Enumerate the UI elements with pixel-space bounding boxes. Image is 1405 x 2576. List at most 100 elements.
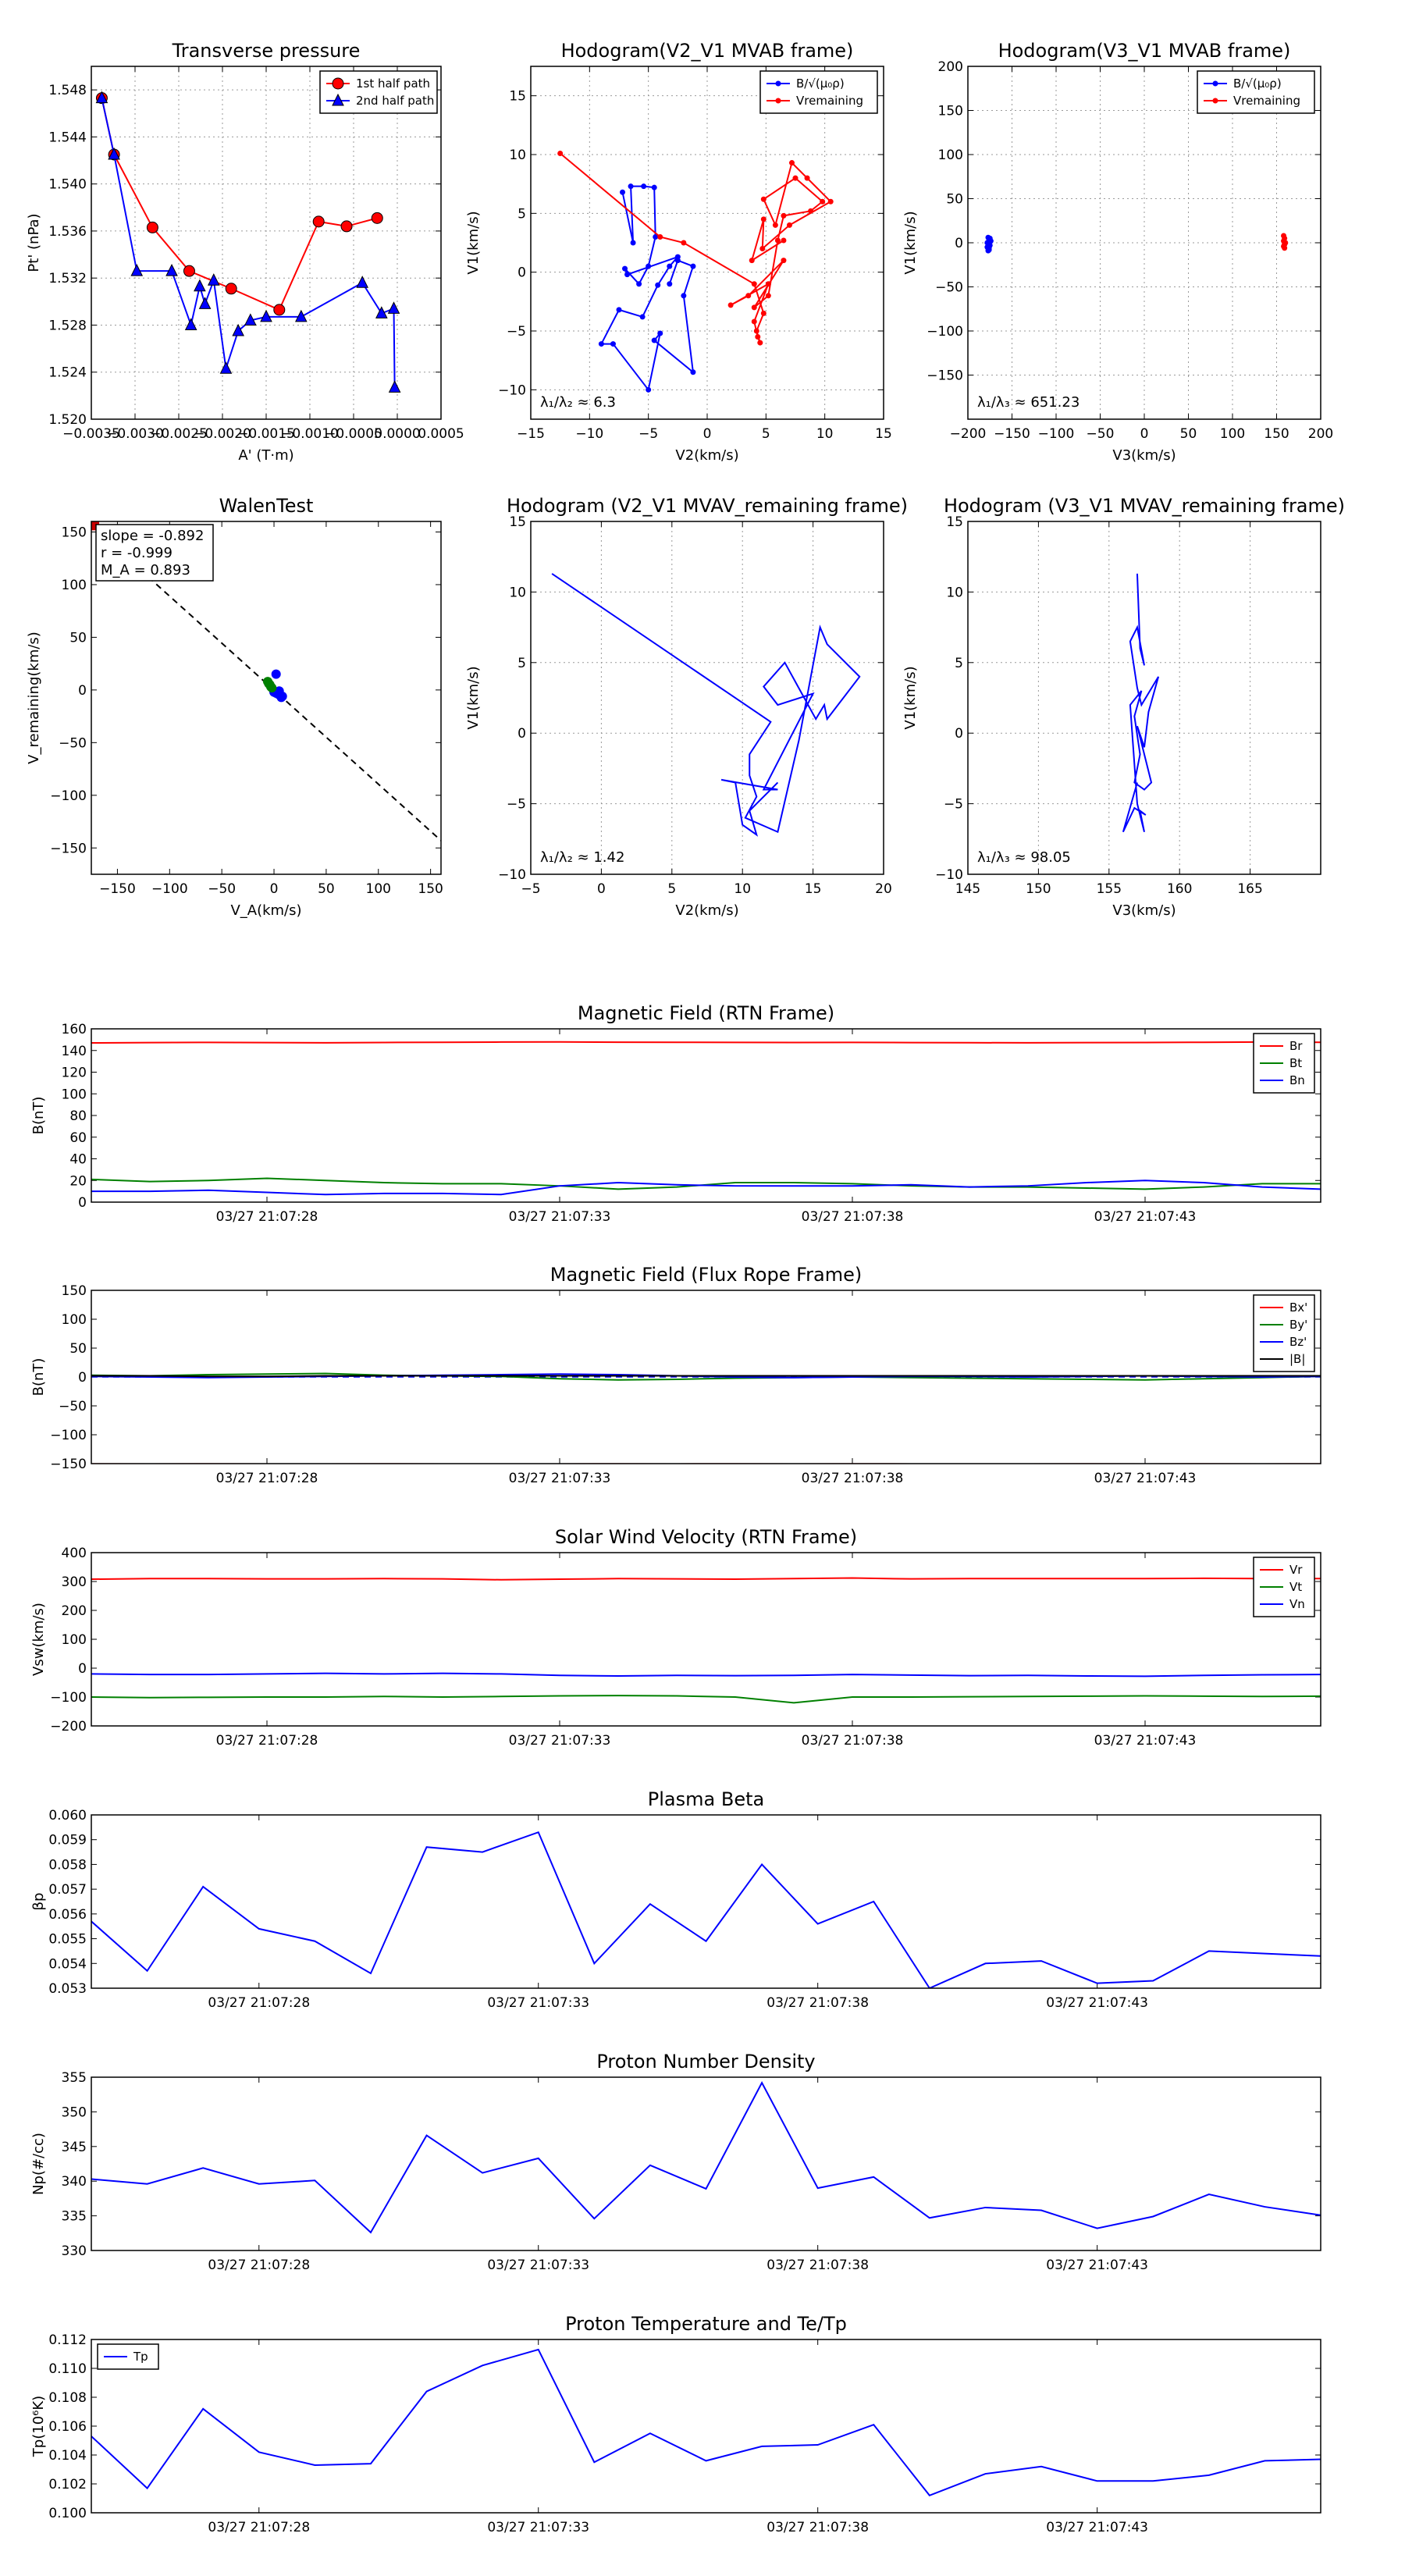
x-tick-label: 50 bbox=[1180, 426, 1197, 442]
y-axis-label: V1(km/s) bbox=[465, 211, 482, 274]
y-tick-label: 100 bbox=[938, 148, 963, 163]
data-point bbox=[273, 304, 286, 316]
x-tick-label: −0.0020 bbox=[194, 426, 251, 442]
y-tick-label: −100 bbox=[50, 1690, 87, 1706]
x-tick-label: −200 bbox=[950, 426, 987, 442]
data-point bbox=[646, 263, 652, 269]
legend-box bbox=[1197, 70, 1315, 114]
x-tick-label: 03/27 21:07:43 bbox=[1094, 1471, 1197, 1486]
x-tick-label: 03/27 21:07:43 bbox=[1046, 2258, 1148, 2273]
series-tp bbox=[91, 2348, 1321, 2496]
y-tick-label: 1.544 bbox=[48, 130, 87, 145]
legend-marker bbox=[775, 98, 781, 104]
data-point bbox=[681, 240, 687, 246]
chart-t3: Solar Wind Velocity (RTN Frame) −200 −100 0… bbox=[30, 1526, 1321, 1749]
y-tick-label: −100 bbox=[927, 324, 963, 340]
x-tick-label: 0 bbox=[1140, 426, 1149, 442]
x-tick-label: −50 bbox=[208, 881, 236, 897]
y-tick-label: 0 bbox=[518, 265, 526, 281]
y-tick-label: −5 bbox=[944, 797, 963, 813]
y-tick-label: 0.110 bbox=[48, 2361, 87, 2377]
data-point bbox=[674, 258, 681, 264]
y-tick-label: 1.524 bbox=[48, 365, 87, 381]
y-tick-label: 10 bbox=[509, 148, 526, 163]
chart-title: Magnetic Field (RTN Frame) bbox=[578, 1002, 834, 1024]
x-tick-label: 150 bbox=[1026, 881, 1051, 897]
x-tick-label: −0.0035 bbox=[62, 426, 120, 442]
x-tick-label: −0.0015 bbox=[237, 426, 295, 442]
y-tick-label: 335 bbox=[62, 2209, 87, 2225]
x-tick-label: 03/27 21:07:38 bbox=[767, 2258, 869, 2273]
x-tick-label: −100 bbox=[151, 881, 188, 897]
chart-p1: Transverse pressure 1.520 1.524 1.528 1.532 1… bbox=[26, 40, 464, 464]
x-tick-label: 0.0000 bbox=[374, 426, 420, 442]
legend-label: B/√(μ₀ρ) bbox=[796, 76, 845, 91]
chart-title: Magnetic Field (Flux Rope Frame) bbox=[550, 1264, 862, 1286]
plot-frame bbox=[530, 66, 884, 420]
y-tick-label: 345 bbox=[62, 2140, 87, 2155]
x-tick-label: −15 bbox=[517, 426, 545, 442]
y-axis-label: Np(#/cc) bbox=[30, 2133, 47, 2195]
y-tick-label: −10 bbox=[498, 382, 526, 398]
data-point bbox=[641, 183, 647, 190]
plot-frame bbox=[91, 2076, 1321, 2251]
y-tick-label: −200 bbox=[50, 1719, 87, 1735]
series-green bbox=[263, 677, 277, 693]
x-tick-label: 03/27 21:07:38 bbox=[802, 1733, 904, 1749]
y-tick-label: 1.520 bbox=[48, 412, 87, 428]
y-axis-label: Tp(10⁶K) bbox=[30, 2396, 47, 2457]
data-point bbox=[244, 313, 257, 326]
y-axis-label: Pt' (nPa) bbox=[26, 213, 42, 272]
series-line bbox=[91, 1695, 1321, 1704]
x-tick-label: 0 bbox=[597, 881, 606, 897]
x-tick-label: 03/27 21:07:28 bbox=[216, 1471, 318, 1486]
series-line bbox=[91, 1831, 1321, 1988]
data-point bbox=[751, 304, 757, 311]
y-tick-label: 0 bbox=[955, 726, 963, 742]
data-point bbox=[760, 310, 767, 316]
data-point bbox=[639, 314, 646, 320]
x-tick-label: −150 bbox=[994, 426, 1030, 442]
y-tick-label: 10 bbox=[946, 585, 963, 600]
y-tick-label: 330 bbox=[62, 2243, 87, 2259]
x-tick-label: 03/27 21:07:38 bbox=[802, 1471, 904, 1486]
series-hodogram bbox=[1122, 573, 1160, 833]
data-point bbox=[130, 264, 144, 276]
x-tick-label: −50 bbox=[1087, 426, 1115, 442]
data-point bbox=[786, 222, 792, 228]
chart-t5: Proton Number Density 330 335 340 345 350 355 0… bbox=[30, 2051, 1321, 2273]
y-tick-label: −150 bbox=[927, 368, 963, 384]
data-point bbox=[760, 196, 767, 202]
chart-t1: Magnetic Field (RTN Frame) 0 20 40 60 80 100 12… bbox=[30, 1002, 1321, 1225]
data-point bbox=[657, 233, 663, 240]
data-point bbox=[765, 293, 771, 299]
series-line bbox=[91, 1179, 1321, 1196]
y-tick-label: −10 bbox=[935, 867, 963, 883]
legend-marker bbox=[332, 93, 344, 106]
x-tick-label: 03/27 21:07:43 bbox=[1094, 1733, 1197, 1749]
stats-line: slope = -0.892 bbox=[101, 528, 204, 544]
y-tick-label: 0.059 bbox=[48, 1833, 87, 1848]
y-axis-label: Vsw(km/s) bbox=[30, 1603, 47, 1676]
plot-frame bbox=[91, 1290, 1321, 1464]
series-vr bbox=[91, 1577, 1321, 1581]
x-tick-label: 200 bbox=[1308, 426, 1333, 442]
series-hodogram bbox=[551, 573, 861, 837]
x-tick-label: 03/27 21:07:33 bbox=[487, 2520, 589, 2535]
legend-label: |B| bbox=[1289, 1352, 1305, 1366]
y-tick-label: −5 bbox=[507, 797, 526, 813]
x-tick-label: 03/27 21:07:43 bbox=[1046, 2520, 1148, 2535]
series-1st-half-path bbox=[95, 92, 383, 316]
data-point bbox=[260, 309, 272, 322]
plot-area bbox=[91, 1372, 1321, 1464]
y-axis-label: B(nT) bbox=[30, 1358, 47, 1397]
series-by- bbox=[91, 1372, 1321, 1381]
series-beta bbox=[91, 1831, 1321, 1988]
data-point bbox=[232, 323, 244, 336]
y-tick-label: 140 bbox=[62, 1044, 87, 1059]
y-tick-label: 1.548 bbox=[48, 83, 87, 98]
data-point bbox=[651, 337, 657, 343]
legend: Br Bt Bn bbox=[1253, 1033, 1315, 1094]
x-tick-label: 03/27 21:07:38 bbox=[802, 1209, 904, 1225]
